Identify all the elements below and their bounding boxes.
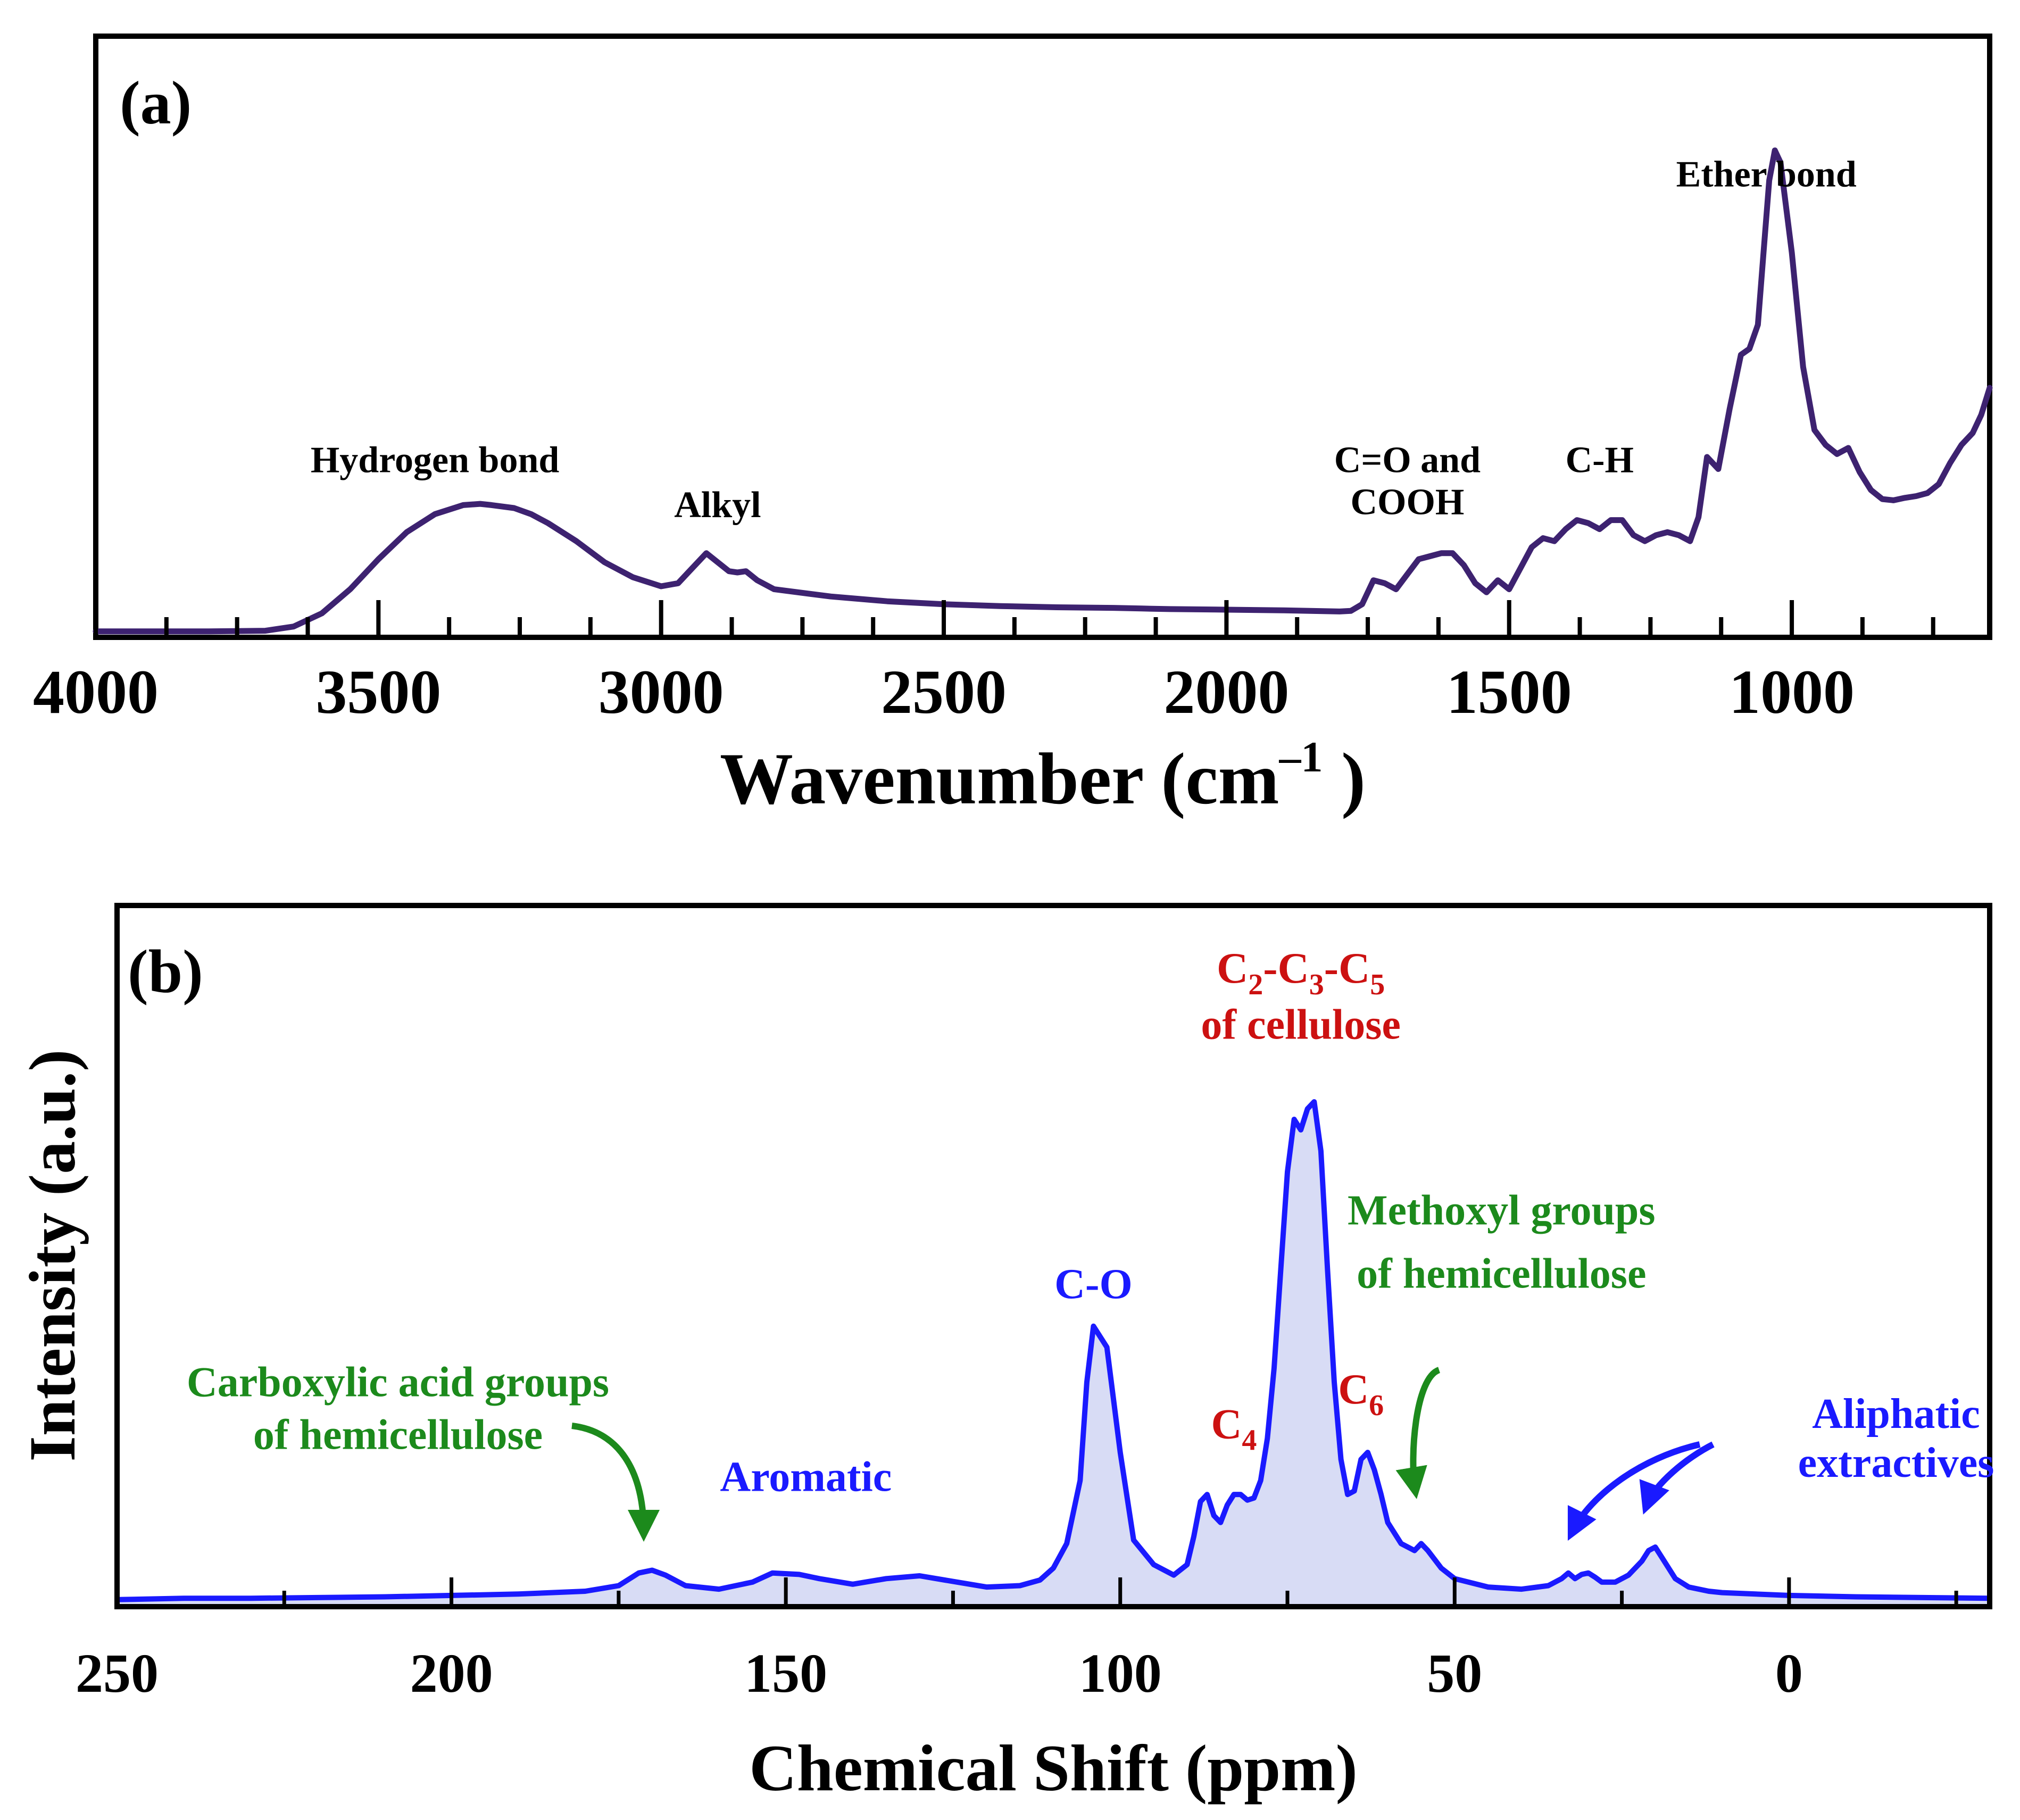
panel-b-series-line-0 <box>114 1099 1992 1602</box>
panel-b-annotation: Aliphatic <box>1812 1391 1980 1437</box>
panel-a-annotation: Hydrogen bond <box>311 439 560 480</box>
panel-a-annotation: COOH <box>1350 481 1464 522</box>
panel-a-annotation: C=O and <box>1334 439 1481 480</box>
arrow-aliphatic-2 <box>1639 1441 1715 1515</box>
panel-a-tick-label: 1500 <box>1447 657 1572 727</box>
panel-b-annotation: C-O <box>1054 1261 1133 1308</box>
panel-a-x-tick-labels: 4000 3500 3000 2500 2000 1500 1000 <box>33 657 1855 727</box>
panel-a-tick-label: 4000 <box>33 657 159 727</box>
arrow-carboxylic <box>571 1423 660 1542</box>
panel-b-composite-label: C2-C3-C5 <box>1217 944 1385 1001</box>
panel-a-series-line-0 <box>93 147 1993 635</box>
panel-a-tick-label: 2500 <box>881 657 1007 727</box>
panel-b-tick-label: 100 <box>1079 1643 1162 1704</box>
panel-b-tick-label: 150 <box>744 1643 827 1704</box>
panel-b-annotation: extractives <box>1798 1440 1994 1486</box>
panel-a-tick-label: 3000 <box>598 657 724 727</box>
panel-b-annotation: C6 <box>1338 1366 1384 1422</box>
panel-b-annotation: Carboxylic acid groups <box>187 1359 609 1406</box>
panel-b-frame <box>114 903 1992 1609</box>
panel-b-annotation: of hemicellulose <box>1357 1250 1646 1297</box>
panel-a-tick-label: 3500 <box>315 657 441 727</box>
panel-b-x-tick-labels: 250 200 150 100 50 0 <box>76 1643 1803 1704</box>
panel-b-annotation: of hemicellulose <box>253 1411 543 1458</box>
panel-a-series-group <box>93 147 1993 635</box>
panel-b-series-group <box>114 1099 1992 1607</box>
panel-b-series-fill-0 <box>117 1102 1990 1607</box>
panel-b-annotation: Methoxyl groups <box>1348 1187 1656 1234</box>
panel-b-nmr: (b) 250 200 150 100 50 0 Carboxylic acid grou… <box>16 903 1994 1805</box>
panel-a-x-ticks <box>94 600 1935 637</box>
panel-a-annotation: C-H <box>1566 439 1634 480</box>
panel-b-x-ticks <box>115 1577 1958 1607</box>
panel-b-label: (b) <box>128 938 203 1006</box>
panel-b-annotations: Carboxylic acid groups of hemicellulose Ar… <box>187 1001 1994 1500</box>
panel-a-label: (a) <box>120 69 192 137</box>
panel-a-annotation: Alkyl <box>674 485 761 526</box>
panel-b-tick-label: 50 <box>1427 1643 1482 1704</box>
arrow-aliphatic-1 <box>1567 1441 1701 1541</box>
panel-b-annotation: of cellulose <box>1201 1001 1400 1048</box>
panel-b-tick-label: 200 <box>410 1643 493 1704</box>
panel-a-annotation: Ether bond <box>1676 154 1857 195</box>
panel-a-tick-label: 1000 <box>1729 657 1855 727</box>
arrow-methoxyl <box>1395 1367 1441 1499</box>
panel-a-frame <box>93 34 1992 640</box>
panel-b-tick-label: 0 <box>1775 1643 1803 1704</box>
panel-b-x-axis-label: Chemical Shift (ppm) <box>749 1732 1358 1805</box>
panel-a-ftir: (a) 4000 3500 3000 2500 2000 1500 1000 Hydroge… <box>33 34 1993 819</box>
panel-b-y-axis-label: Intensity (a.u.) <box>16 1049 89 1461</box>
panel-a-tick-label: 2000 <box>1163 657 1289 727</box>
panel-b-tick-label: 250 <box>76 1643 159 1704</box>
panel-b-annotation: Aromatic <box>720 1454 892 1501</box>
panel-a-x-axis-label: Wavenumber (cm–1 ) <box>720 733 1366 819</box>
panel-b-annotation: C4 <box>1211 1401 1257 1457</box>
